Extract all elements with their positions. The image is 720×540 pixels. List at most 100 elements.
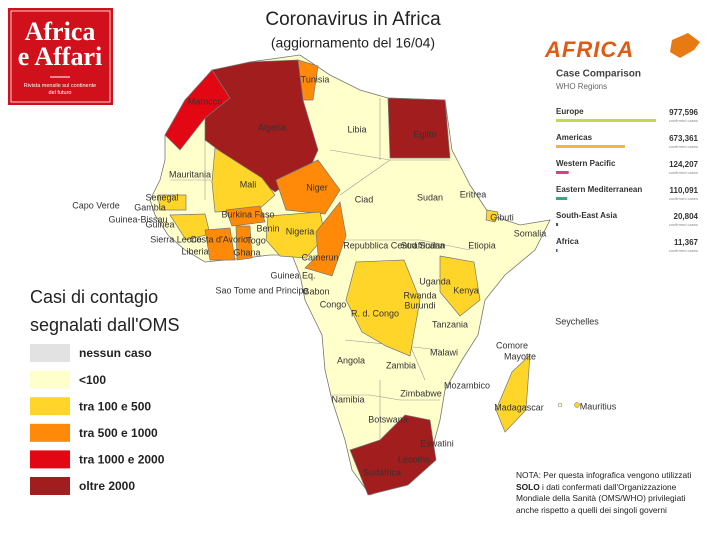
region-bar — [556, 197, 568, 200]
country-shape — [225, 205, 266, 227]
region-unit: confirmed cases — [669, 248, 698, 253]
region-bar — [556, 249, 558, 252]
country-label: Sud Sudan — [401, 240, 446, 250]
region-cases: 977,596 — [669, 108, 698, 117]
country-shape — [387, 97, 451, 159]
title: Coronavirus in Africa — [265, 9, 441, 30]
country-shape — [275, 159, 341, 215]
map — [149, 54, 580, 496]
logo-frame — [10, 10, 111, 103]
legend-label: oltre 2000 — [79, 479, 135, 493]
logo-tagline-box: Rivista mensile sul continente del futur… — [24, 83, 96, 96]
country-label: R. d. Congo — [351, 308, 399, 318]
country-shape — [439, 255, 481, 317]
country-shape — [485, 209, 499, 223]
country-label: Capo Verde — [72, 200, 120, 210]
country-label: Uganda — [419, 276, 451, 286]
country-label: Mauritius — [580, 401, 617, 411]
region-unit: confirmed cases — [669, 118, 698, 123]
legend-label: nessun caso — [79, 346, 152, 360]
country-label: Comore — [496, 340, 528, 350]
legend-swatch — [30, 423, 70, 442]
country-shape — [265, 211, 326, 259]
region-name: Western Pacific — [556, 159, 616, 168]
country-label: Repubblica Centrafricana — [343, 240, 445, 250]
country-label: Mozambico — [444, 380, 490, 390]
country-label: Angola — [337, 355, 365, 365]
region-name: Americas — [556, 133, 593, 142]
region-cases: 20,804 — [674, 212, 699, 221]
country-shape — [574, 402, 580, 408]
country-label: Congo — [320, 299, 347, 309]
legend-label: tra 1000 e 2000 — [79, 453, 165, 467]
region-name: South-East Asia — [556, 211, 618, 220]
country-label: Gabon — [302, 286, 329, 296]
country-label: Mayotte — [504, 351, 536, 361]
country-label: Lesotho — [398, 454, 430, 464]
country-label: Burundi — [404, 300, 435, 310]
country-label: Guinea — [145, 219, 174, 229]
region-unit: confirmed cases — [669, 144, 698, 149]
country-shape — [157, 194, 187, 211]
note-text: i dati confermati dall'Organizzazione Mo… — [516, 481, 686, 515]
country-label: Camerun — [301, 252, 338, 262]
country-label: Burkina Faso — [221, 209, 274, 219]
country-shape — [345, 259, 421, 357]
legend-label: tra 500 e 1000 — [79, 426, 158, 440]
comparison-subtitle: WHO Regions — [556, 82, 607, 91]
country-label: Algeria — [258, 122, 286, 132]
note-bold: SOLO — [516, 481, 540, 492]
subtitle: (aggiornamento del 16/04) — [271, 35, 435, 51]
case-comparison: AFRICA Case Comparison WHO Regions Europ… — [544, 33, 700, 253]
country-label: Senegal — [145, 192, 178, 202]
country-label: Costa d'Avorio — [190, 234, 248, 244]
country-label: Eritrea — [460, 189, 487, 199]
legend: Casi di contagio segnalati dall'OMS nessun… — [30, 287, 180, 495]
country-label: Togo — [246, 235, 266, 245]
country-label: Malawi — [430, 347, 458, 357]
region-bar — [556, 223, 559, 226]
legend-swatch — [30, 370, 70, 389]
country-label: Benin — [256, 223, 279, 233]
legend-label: <100 — [79, 373, 106, 387]
country-label: Gibuti — [490, 212, 514, 222]
logo-line: Africa — [25, 17, 96, 46]
country-shape — [495, 354, 531, 433]
country-label: Mauritania — [169, 169, 211, 179]
country-label: Egitto — [413, 129, 436, 139]
region-cases: 673,361 — [669, 134, 698, 143]
country-label: Guinea-Bissau — [108, 214, 167, 224]
legend-swatch — [30, 344, 70, 362]
country-label: Niger — [306, 182, 328, 192]
country-label: Etiopia — [468, 240, 496, 250]
country-label: Somalia — [514, 228, 547, 238]
country-label: Libia — [347, 124, 366, 134]
country-label: Sierra Leone — [150, 234, 202, 244]
country-label: Nigeria — [286, 226, 315, 236]
country-label: Rwanda — [403, 290, 436, 300]
region-bar — [556, 119, 656, 122]
country-shape — [304, 201, 347, 277]
logo-box — [8, 8, 113, 105]
region-bar — [556, 171, 569, 174]
country-label: Botswana — [368, 414, 408, 424]
region-name: Europe — [556, 107, 584, 116]
comparison-title: Case Comparison — [556, 69, 641, 80]
legend-swatch — [30, 397, 70, 416]
region-cases: 124,207 — [669, 160, 698, 169]
legend-title: segnalati dall'OMS — [30, 315, 180, 335]
country-label: Gambia — [134, 202, 166, 212]
legend-title: Casi di contagio — [30, 287, 158, 307]
region-unit: confirmed cases — [669, 170, 698, 175]
country-labels: Tunisia Marocco Algeria Libia Egitto Mauritan… — [72, 74, 617, 477]
country-label: Tanzania — [432, 319, 468, 329]
region-unit: confirmed cases — [669, 196, 698, 201]
country-label: Ghana — [233, 247, 260, 257]
brand: AFRICA — [544, 37, 634, 62]
country-shape — [235, 225, 253, 261]
region-name: Eastern Mediterranean — [556, 185, 642, 194]
legend-swatch — [30, 450, 70, 469]
country-shape — [557, 402, 563, 408]
